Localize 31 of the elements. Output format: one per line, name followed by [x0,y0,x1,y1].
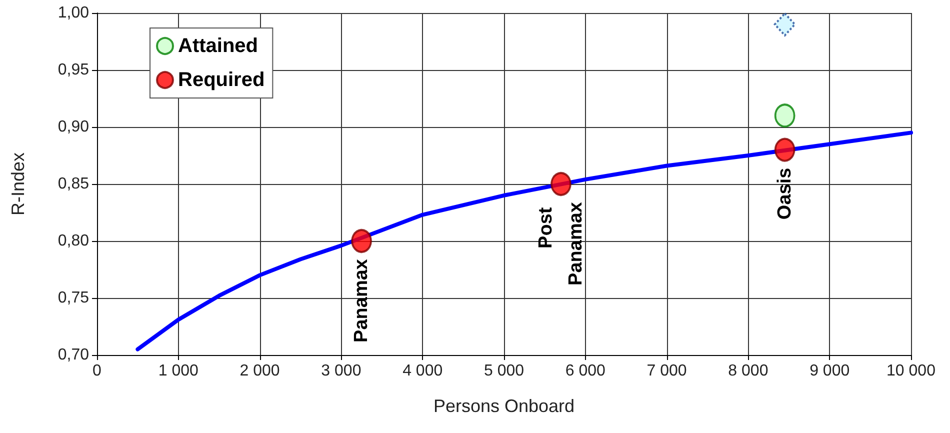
x-tick-label: 4 000 [402,362,443,380]
y-tick-label: 1,00 [58,4,90,22]
x-tick-label: 7 000 [646,362,687,380]
x-tick-label: 0 [92,362,102,380]
point [550,172,572,196]
point [774,12,796,36]
x-tick-label: 9 000 [810,362,850,380]
annotation: Post Panamax [535,202,586,286]
x-tick-label: 10 000 [886,362,936,380]
x-tick-label: 8 000 [728,362,768,380]
y-tick-label: 0,75 [58,290,90,306]
legend-label: Required [178,69,265,91]
point [351,229,372,253]
annotation: Panamax [351,258,372,342]
line-series [136,130,913,352]
annotation: Oasis [774,168,796,220]
y-tick-label: 0,85 [58,176,90,192]
x-tick-label: 3 000 [321,362,362,380]
legend-label: Attained [178,35,258,57]
y-tick-label: 0,95 [58,62,90,78]
x-tick-label: 1 000 [158,362,199,380]
y-tick-label: 0,70 [58,346,90,364]
point [774,104,796,128]
x-tick-label: 2 000 [240,362,280,380]
y-tick-label: 0,80 [58,232,90,250]
x-tick-label: 6 000 [565,362,606,380]
y-axis-title: R-Index [8,152,28,216]
x-axis-title: Persons Onboard [433,396,575,416]
x-tick-label: 5 000 [484,362,524,380]
y-tick-label: 0,90 [58,118,90,136]
point [774,138,796,162]
